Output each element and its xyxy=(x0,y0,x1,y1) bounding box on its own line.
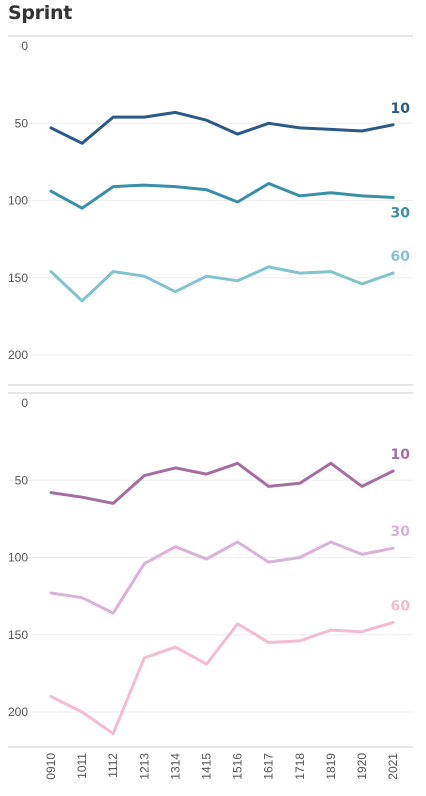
x-tick-label: 1516 xyxy=(231,753,245,780)
x-tick-label: 1718 xyxy=(293,753,307,780)
panel-2-series-10-label: 10 xyxy=(391,447,411,463)
x-tick-label: 1314 xyxy=(168,753,182,780)
panel-1-series-60-line xyxy=(49,265,395,303)
panel-2-series-30-line xyxy=(49,540,395,615)
page-title: Sprint xyxy=(8,2,72,24)
x-tick-label: 1415 xyxy=(200,753,214,780)
x-tick-label: 1920 xyxy=(355,753,369,780)
panel-2-series-60-label: 60 xyxy=(391,598,411,614)
panel-2-y-tick-label: 50 xyxy=(15,473,29,487)
panel-2-y-tick-label: 0 xyxy=(21,396,28,410)
panel-2-y-tick-label: 200 xyxy=(8,705,28,719)
x-tick-label: 2021 xyxy=(386,753,400,780)
panel-2-series-30-label: 30 xyxy=(391,524,411,540)
panel-1-series-10-line xyxy=(49,110,395,145)
panel-2-series-60-line xyxy=(49,620,395,736)
panel-2-y-tick-label: 150 xyxy=(8,628,28,642)
x-tick-label: 1011 xyxy=(75,753,89,779)
x-tick-label: 1819 xyxy=(324,753,338,780)
x-tick-label: 1112 xyxy=(106,753,120,778)
panel-1-y-tick-label: 0 xyxy=(21,39,28,53)
panel-1-series-30-label: 30 xyxy=(391,205,411,221)
panel-1-y-tick-label: 50 xyxy=(15,116,29,130)
panel-1-series-10-label: 10 xyxy=(391,101,411,117)
x-tick-label: 1617 xyxy=(262,753,276,780)
panel-2-y-tick-label: 100 xyxy=(8,551,28,565)
x-tick-label: 0910 xyxy=(44,753,58,780)
panel-2-series-10-line xyxy=(49,461,395,505)
panel-1-series-60-label: 60 xyxy=(391,249,411,265)
panel-1-series-30-line xyxy=(49,182,395,210)
panel-1-y-tick-label: 150 xyxy=(8,271,28,285)
x-tick-label: 1213 xyxy=(137,753,151,780)
panel-1-y-tick-label: 200 xyxy=(8,348,28,362)
panel-1-y-tick-label: 100 xyxy=(8,194,28,208)
